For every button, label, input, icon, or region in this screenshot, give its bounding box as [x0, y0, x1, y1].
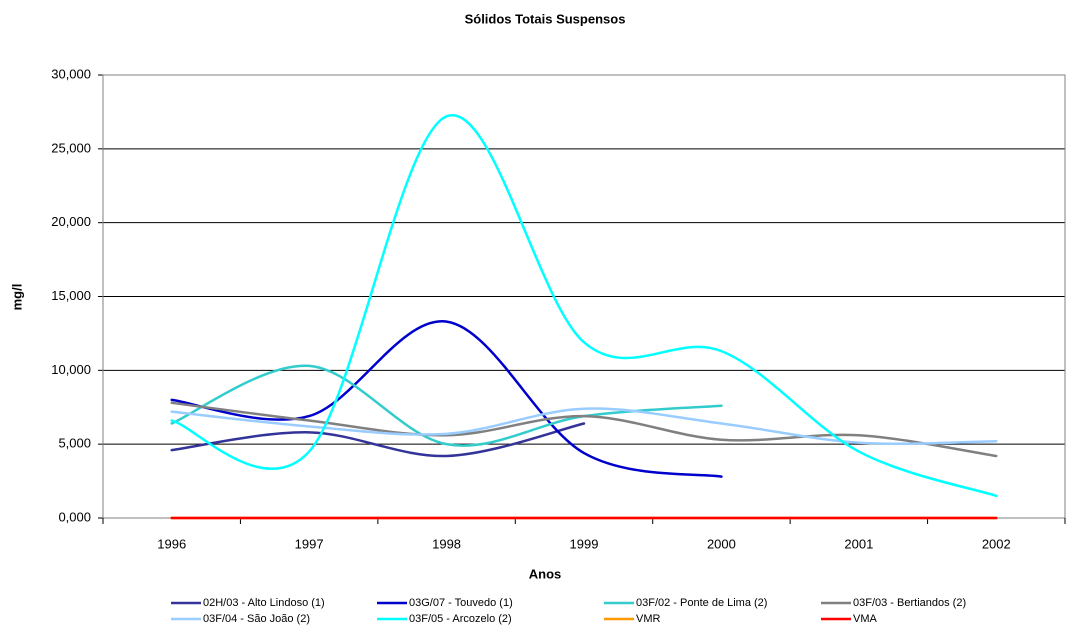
- legend: 02H/03 - Alto Lindoso (1) 03G/07 - Touved…: [171, 597, 966, 625]
- legend-label: 03G/07 - Touvedo (1): [409, 597, 513, 609]
- series-line: [170, 114, 998, 498]
- series-line: [170, 401, 998, 458]
- series-line: [170, 422, 586, 458]
- chart-title: Sólidos Totais Suspensos: [465, 11, 626, 26]
- y-tick-label: 25,000: [51, 140, 91, 155]
- x-tick-label: 1999: [570, 536, 599, 551]
- y-tick-label: 5,000: [58, 436, 91, 451]
- x-tick-label: 1998: [432, 536, 461, 551]
- legend-label: 03F/03 - Bertiandos (2): [853, 597, 966, 609]
- series-line: [170, 407, 998, 445]
- x-tick-label: 2000: [707, 536, 736, 551]
- series-line: [170, 364, 723, 447]
- x-axis-label: Anos: [529, 566, 562, 581]
- y-tick-label: 30,000: [51, 66, 91, 81]
- y-tick-label: 15,000: [51, 288, 91, 303]
- legend-label: 02H/03 - Alto Lindoso (1): [203, 597, 325, 609]
- legend-label: VMR: [636, 613, 661, 625]
- x-tick-label: 2002: [982, 536, 1011, 551]
- y-tick-label: 0,000: [58, 509, 91, 524]
- x-tick-label: 1997: [295, 536, 324, 551]
- y-tick-label: 10,000: [51, 362, 91, 377]
- series-line: [170, 320, 723, 478]
- x-tick-label: 1996: [157, 536, 186, 551]
- legend-label: 03F/05 - Arcozelo (2): [409, 613, 512, 625]
- x-tick-label: 2001: [844, 536, 873, 551]
- y-axis-label: mg/l: [9, 284, 24, 311]
- legend-label: 03F/04 - São João (2): [203, 613, 310, 625]
- legend-label: VMA: [853, 613, 878, 625]
- y-tick-label: 20,000: [51, 214, 91, 229]
- legend-label: 03F/02 - Ponte de Lima (2): [636, 597, 767, 609]
